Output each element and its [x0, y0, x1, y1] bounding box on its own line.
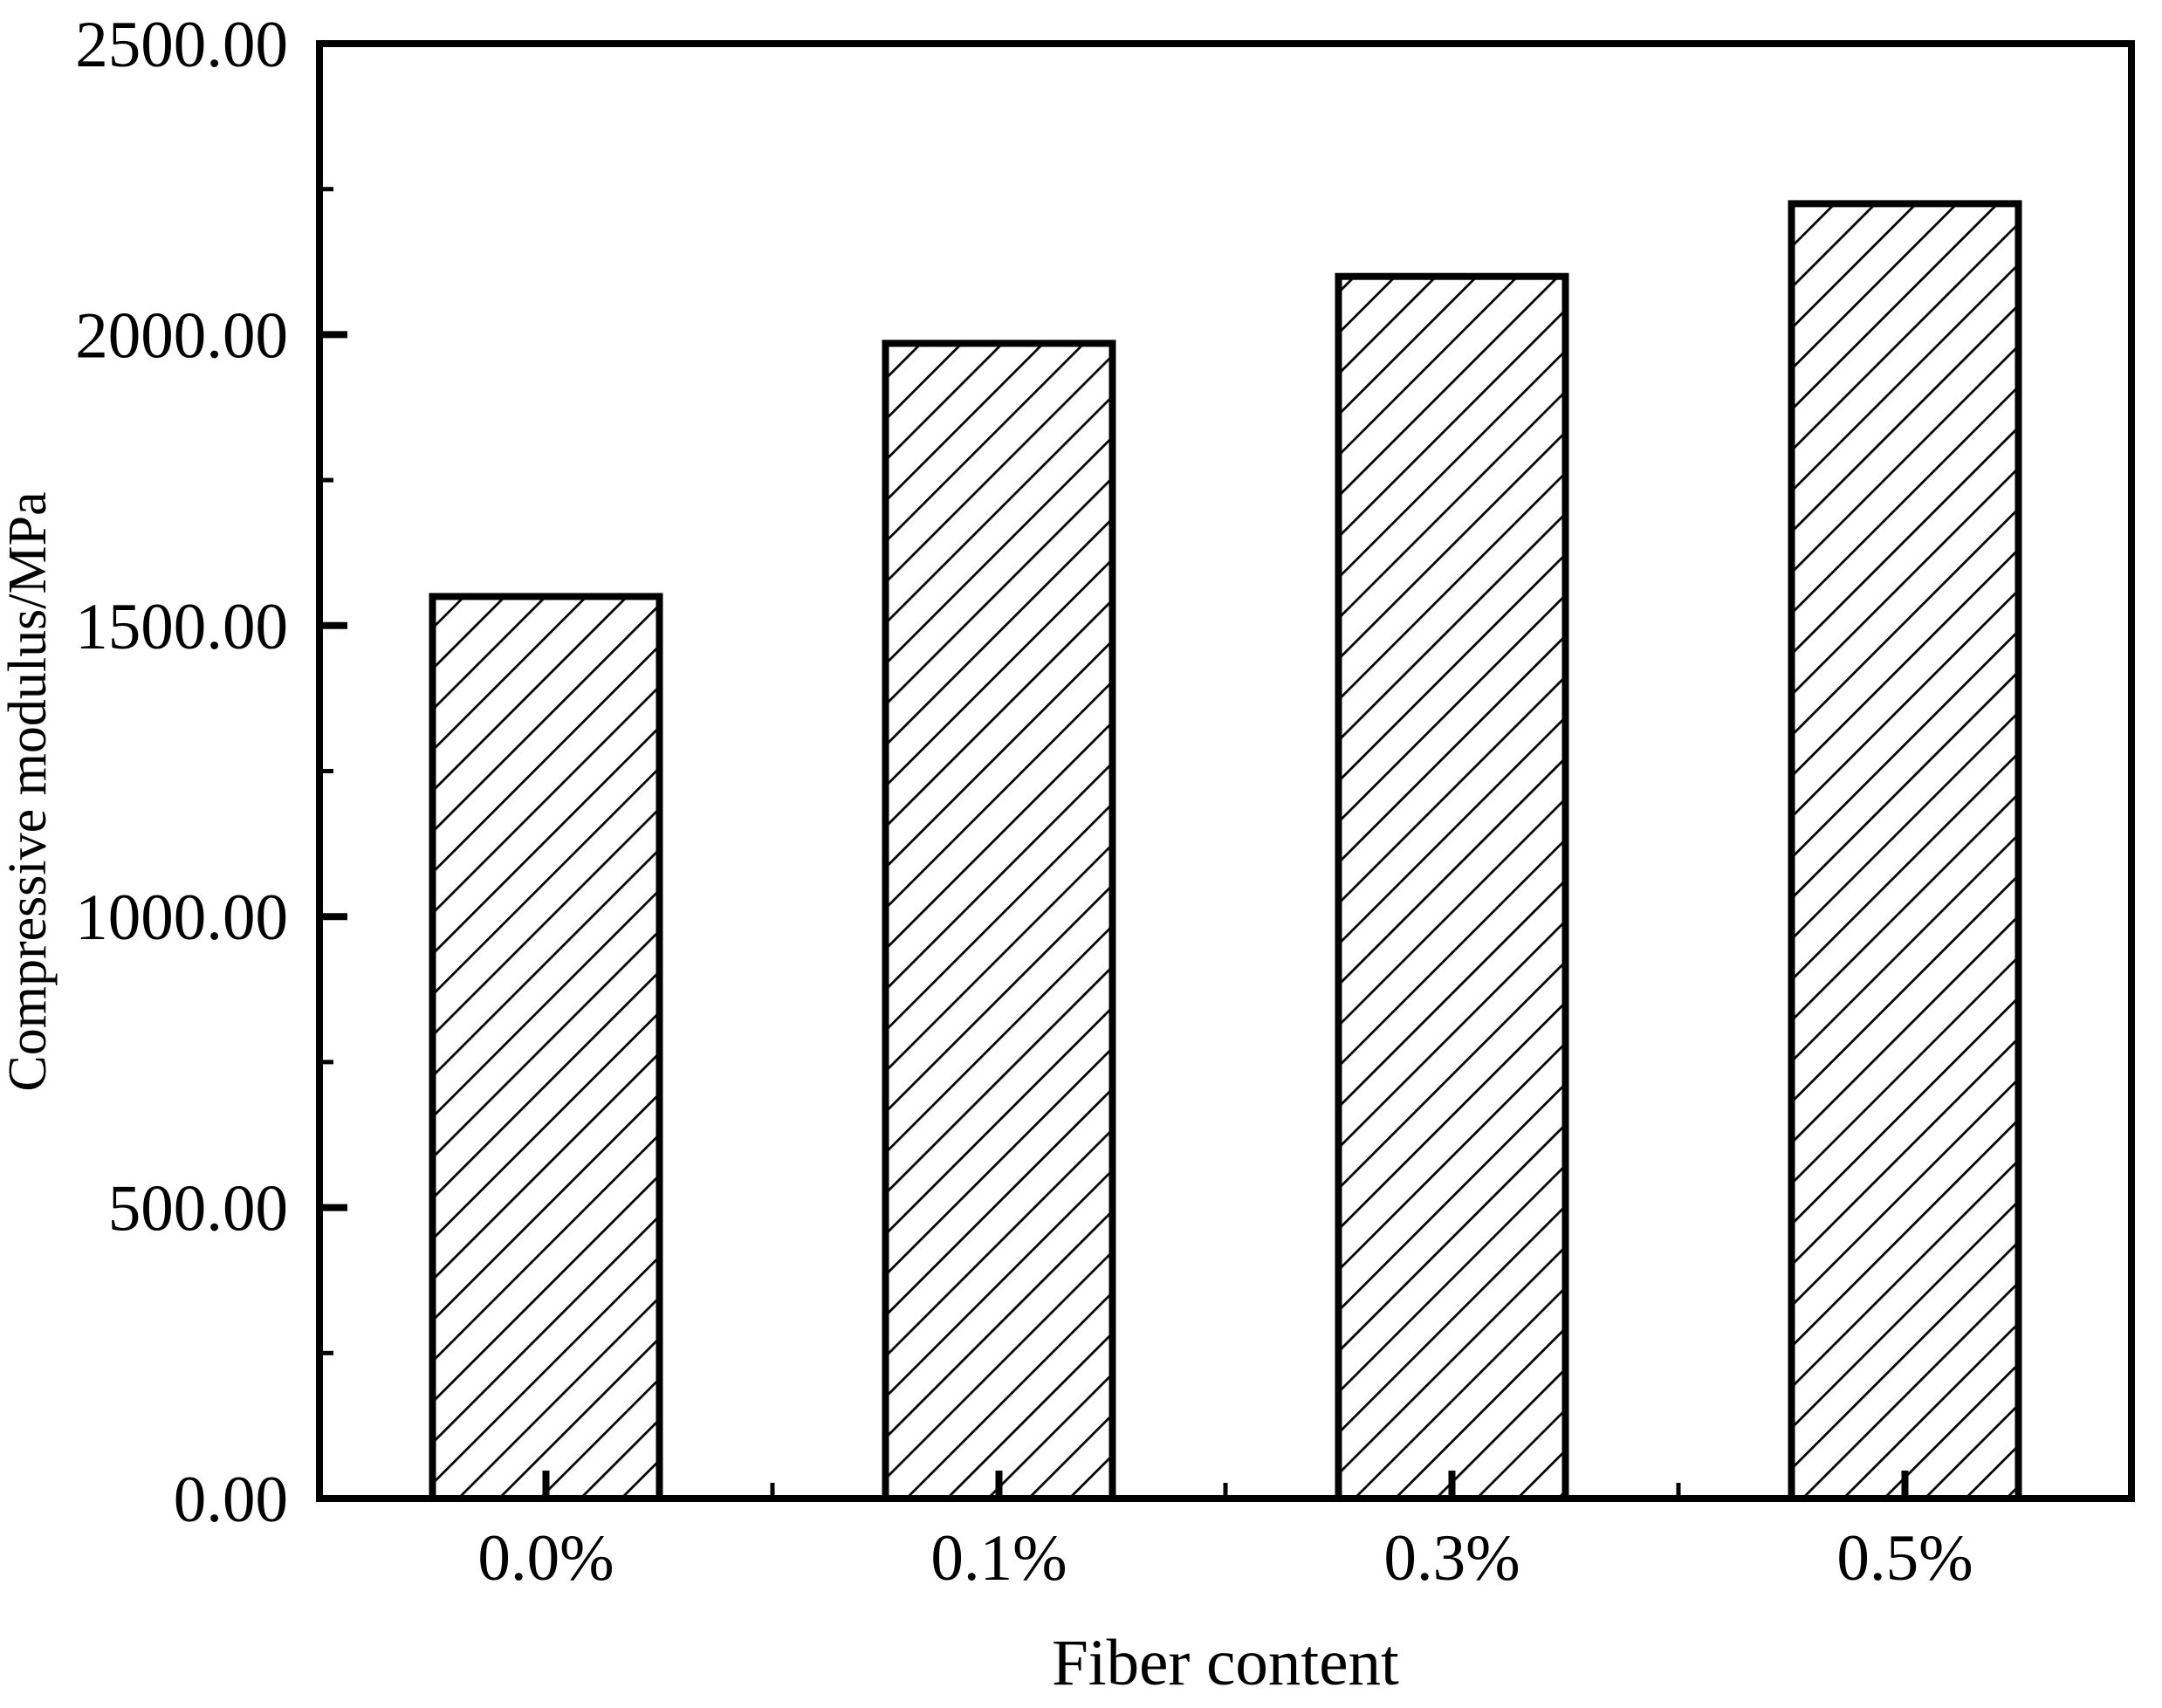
x-tick-label: 0.5%	[1836, 1522, 1973, 1595]
y-tick-label: 0.00	[174, 1464, 288, 1536]
y-tick-label: 2000.00	[75, 299, 288, 372]
x-tick-label: 0.0%	[477, 1522, 614, 1595]
bar-0.3%	[1335, 272, 1569, 1503]
y-tick-label: 1500.00	[75, 591, 288, 663]
bar-0.0%	[429, 593, 663, 1503]
x-tick-label: 0.3%	[1383, 1522, 1520, 1595]
y-tick-label: 2500.00	[75, 9, 288, 81]
bar-0.5%	[1788, 200, 2022, 1502]
x-tick-label: 0.1%	[930, 1522, 1067, 1595]
bars-group	[429, 200, 2022, 1503]
bar-0.1%	[882, 340, 1116, 1503]
y-tick-label: 1000.00	[75, 881, 288, 954]
y-axis-title: Compressive modulus/MPa	[0, 491, 58, 1091]
x-axis-title: Fiber content	[1052, 1627, 1399, 1699]
axes-group: 0.00 500.00 1000.00 1500.00 2000.00 2500.00 0.…	[75, 9, 2135, 1595]
y-tick-label: 500.00	[108, 1173, 288, 1245]
